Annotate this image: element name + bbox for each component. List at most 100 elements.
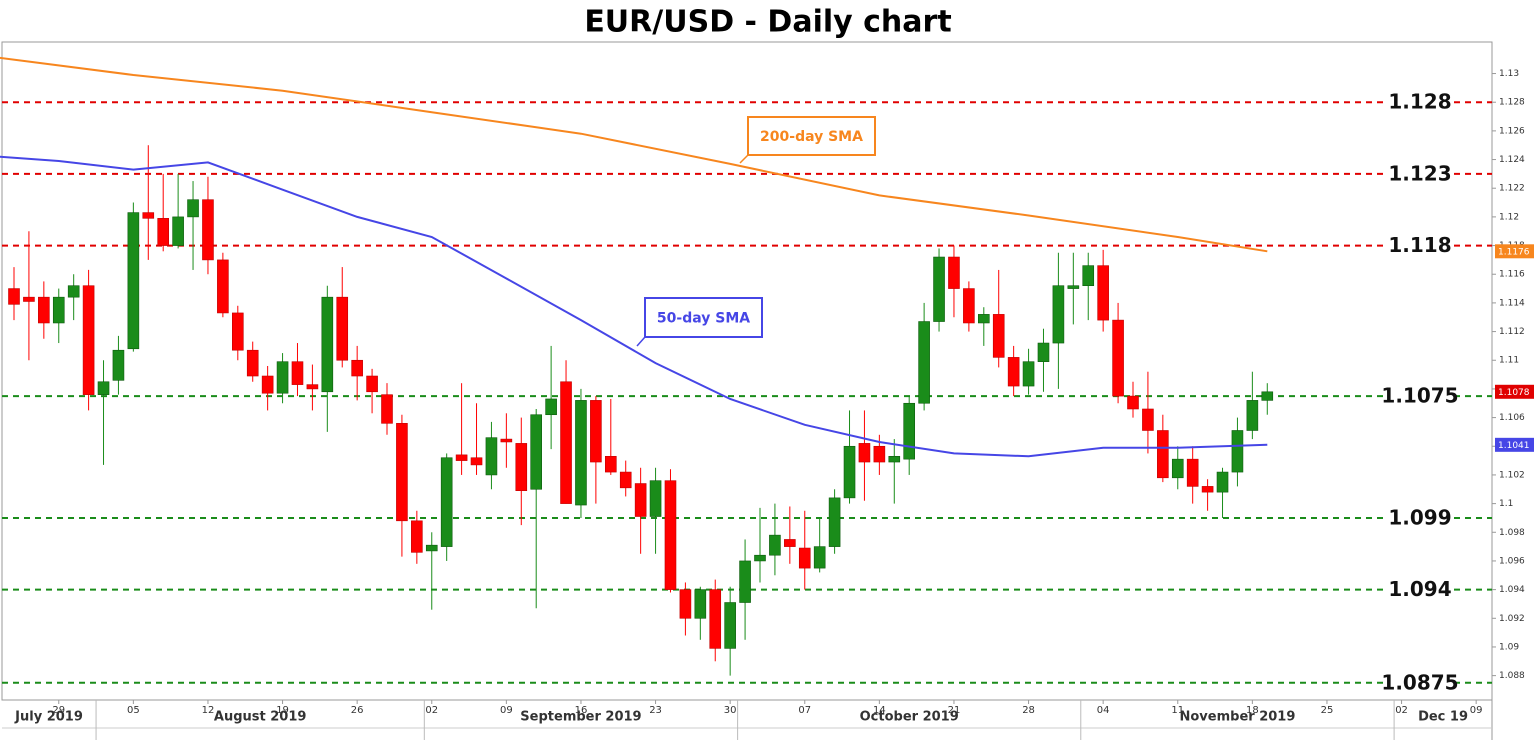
candle-body bbox=[142, 212, 155, 219]
candle-body bbox=[336, 296, 349, 361]
month-label: Dec 19 bbox=[1418, 710, 1468, 725]
candle-body bbox=[1231, 430, 1244, 473]
candle-body bbox=[1037, 342, 1050, 362]
level-label: 1.094 bbox=[1388, 577, 1451, 601]
candle-body bbox=[425, 544, 438, 552]
y-tick-label: 1.098 bbox=[1499, 528, 1525, 538]
candle-body bbox=[545, 398, 557, 416]
candle-body bbox=[485, 437, 498, 476]
candle-body bbox=[1171, 458, 1184, 479]
candle-body bbox=[948, 256, 960, 289]
y-tick-label: 1.12 bbox=[1499, 212, 1519, 222]
candle-body bbox=[1127, 395, 1139, 410]
candle-body bbox=[82, 285, 95, 395]
candle-body bbox=[813, 546, 826, 569]
candle-body bbox=[261, 375, 274, 394]
candle-body bbox=[724, 602, 736, 649]
candle-body bbox=[798, 547, 811, 569]
candle-body bbox=[903, 402, 916, 460]
x-tick-label: 04 bbox=[1097, 705, 1110, 716]
candle-body bbox=[23, 296, 35, 302]
month-label: October 2019 bbox=[860, 710, 959, 725]
y-tick-label: 1.09 bbox=[1499, 642, 1519, 652]
candle-body bbox=[67, 285, 80, 298]
candle-body bbox=[38, 296, 50, 324]
y-tick-label: 1.1 bbox=[1499, 499, 1513, 509]
candle-body bbox=[918, 321, 930, 404]
y-tick-label: 1.128 bbox=[1499, 98, 1525, 108]
annotation-box bbox=[747, 116, 876, 156]
candle-body bbox=[411, 520, 423, 553]
x-tick-label: 14 bbox=[873, 705, 886, 716]
level-label: 1.118 bbox=[1388, 233, 1451, 257]
y-tick-label: 1.122 bbox=[1499, 184, 1525, 194]
annotation-pointer bbox=[739, 154, 749, 164]
candle-body bbox=[470, 457, 483, 466]
month-label: September 2019 bbox=[520, 710, 641, 725]
candle-body bbox=[575, 400, 587, 506]
y-tick-label: 1.116 bbox=[1499, 270, 1525, 280]
candle-body bbox=[1022, 361, 1035, 387]
x-tick-label: 05 bbox=[127, 705, 140, 716]
candle-body bbox=[440, 457, 453, 547]
annotation: 200-day SMA bbox=[760, 129, 863, 145]
value-box-label: 1.1176 bbox=[1498, 247, 1530, 257]
candle-body bbox=[843, 445, 856, 499]
candle-body bbox=[1261, 391, 1274, 401]
y-tick-label: 1.094 bbox=[1499, 585, 1525, 595]
candle-body bbox=[694, 589, 707, 619]
candle-body bbox=[276, 361, 289, 394]
candle-body bbox=[202, 199, 214, 261]
x-tick-label: 09 bbox=[1470, 705, 1483, 716]
candle-body bbox=[530, 414, 543, 490]
level-label-bg bbox=[1386, 162, 1454, 185]
candle-body bbox=[1246, 400, 1259, 431]
x-tick-label: 16 bbox=[575, 705, 588, 716]
candle-body bbox=[888, 455, 901, 463]
candle-body bbox=[112, 349, 125, 381]
chart-title: EUR/USD - Daily chart bbox=[584, 5, 951, 40]
value-box bbox=[1495, 244, 1534, 259]
candle-body bbox=[8, 288, 20, 305]
level-label-bg bbox=[1386, 671, 1454, 694]
candle-body bbox=[560, 381, 572, 504]
candle-body bbox=[396, 423, 408, 522]
candle-body bbox=[172, 216, 184, 246]
candle-body bbox=[127, 212, 140, 350]
candle-body bbox=[515, 443, 528, 492]
x-tick-label: 25 bbox=[1321, 705, 1334, 716]
level-label-bg bbox=[1386, 385, 1454, 408]
y-tick-label: 1.096 bbox=[1499, 556, 1525, 566]
x-tick-label: 09 bbox=[500, 705, 513, 716]
sma-line bbox=[0, 155, 1268, 458]
x-tick-label: 11 bbox=[1171, 705, 1184, 716]
value-box-label: 1.1041 bbox=[1498, 441, 1530, 451]
candle-body bbox=[321, 296, 334, 393]
y-tick-label: 1.13 bbox=[1499, 69, 1519, 79]
candle-body bbox=[933, 256, 945, 322]
candle-body bbox=[769, 534, 781, 556]
x-tick-label: 21 bbox=[948, 705, 961, 716]
candle-body bbox=[351, 359, 363, 377]
candle-body bbox=[873, 445, 886, 463]
y-tick-label: 1.112 bbox=[1499, 327, 1525, 337]
x-tick-label: 23 bbox=[649, 705, 662, 716]
level-label: 1.1075 bbox=[1381, 384, 1458, 408]
candle-body bbox=[1216, 471, 1229, 493]
candle-body bbox=[217, 259, 229, 314]
value-box bbox=[1495, 437, 1534, 452]
candle-body bbox=[963, 288, 975, 324]
candle-body bbox=[619, 471, 632, 489]
x-tick-label: 18 bbox=[1246, 705, 1259, 716]
candle-body bbox=[784, 539, 796, 547]
candle-body bbox=[992, 314, 1005, 358]
candle-body bbox=[679, 589, 692, 619]
annotation-pointer bbox=[636, 336, 646, 347]
level-label: 1.099 bbox=[1388, 505, 1451, 529]
candle-body bbox=[291, 361, 304, 385]
candle-body bbox=[1186, 458, 1199, 487]
annotation-box bbox=[644, 297, 763, 338]
candle-body bbox=[97, 381, 110, 395]
candle-body bbox=[634, 483, 647, 517]
